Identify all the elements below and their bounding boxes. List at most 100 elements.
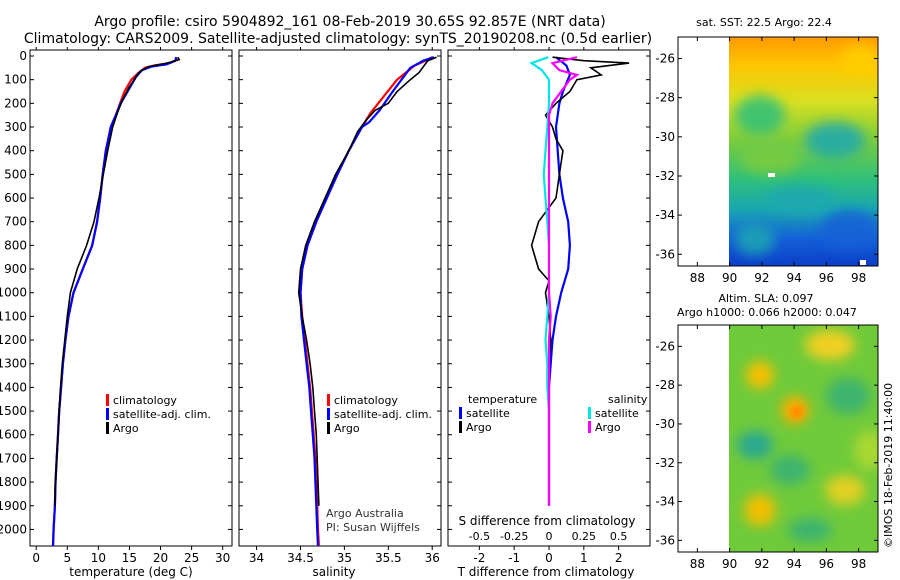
map-x-tick-label: 88	[690, 271, 705, 285]
map-y-tick-label: -32	[655, 169, 675, 183]
legend-swatch-climatology	[327, 394, 330, 406]
map-x-tick-label: 94	[786, 557, 801, 571]
series-line-climatology	[299, 56, 433, 547]
depth-tick-label: 500	[4, 167, 27, 181]
x-tick-label: 15	[122, 551, 137, 565]
s-diff-tick-label: 0.5	[610, 530, 628, 543]
sst-map-frame	[677, 36, 879, 267]
map-y-tick-label: -36	[655, 247, 675, 261]
x-tick-label: 36	[425, 551, 440, 565]
depth-tick-label: 900	[4, 262, 27, 276]
legend-label-satellite: satellite-adj. clim.	[113, 408, 211, 421]
salinity-legend: climatology satellite-adj. clim. Argo	[327, 394, 432, 435]
legend-label-climatology: climatology	[113, 394, 177, 407]
s-diff-tick-label: 0.25	[572, 530, 597, 543]
sla-map-image	[729, 325, 878, 552]
map-y-tick-label: -28	[655, 378, 675, 392]
series-line-t-satellite	[547, 56, 572, 506]
map-y-tick-label: -32	[655, 456, 675, 470]
difference-series	[529, 56, 630, 506]
x-tick-label: 0	[545, 551, 553, 565]
legend-swatch-argo	[327, 422, 330, 434]
depth-tick-label: 600	[4, 191, 27, 205]
depth-tick-label: 0	[19, 49, 27, 63]
map-y-tick-label: -34	[655, 208, 675, 222]
legend-title-salinity: salinity	[608, 393, 648, 406]
map-y-tick-label: -30	[655, 417, 675, 431]
credit-line1: Argo Australia	[326, 507, 404, 520]
legend-label-argo: Argo	[334, 422, 360, 435]
temperature-axis-label: temperature (deg C)	[69, 565, 192, 579]
map-x-tick-label: 94	[786, 271, 801, 285]
s-diff-tick-label: -0.25	[500, 530, 528, 543]
legend-swatch-t-argo	[459, 421, 462, 433]
sst-map-image	[729, 37, 878, 266]
s-difference-axis-label: S difference from climatology	[459, 514, 636, 528]
x-tick-label: -1	[508, 551, 520, 565]
map-x-tick-label: 96	[819, 271, 834, 285]
legend-swatch-s-satellite	[588, 407, 591, 419]
x-tick-label: 25	[184, 551, 199, 565]
depth-tick-label: 1100	[0, 309, 27, 323]
map-y-tick-label: -26	[655, 52, 675, 66]
legend-label-s-argo: Argo	[595, 421, 621, 434]
sla-map-frame	[677, 324, 879, 553]
legend-label-t-satellite: satellite	[466, 407, 510, 420]
legend-swatch-argo	[106, 422, 109, 434]
map-y-tick-label: -30	[655, 130, 675, 144]
sla-map-axes: 88 90 92 94 96 98 -26 -28 -30 -32 -34 -36	[655, 325, 878, 571]
difference-legend-temperature: temperature satellite Argo	[459, 393, 537, 434]
map-x-tick-label: 96	[819, 557, 834, 571]
credit-line2: PI: Susan Wijffels	[326, 521, 420, 534]
depth-tick-label: 700	[4, 215, 27, 229]
depth-tick-label: 400	[4, 144, 27, 158]
x-tick-label: -2	[473, 551, 485, 565]
depth-tick-label: 1300	[0, 357, 27, 371]
map-x-tick-label: 90	[722, 271, 737, 285]
depth-tick-label: 1400	[0, 380, 27, 394]
map-y-tick-label: -28	[655, 91, 675, 105]
legend-swatch-satellite	[106, 408, 109, 420]
salinity-panel-frame	[238, 49, 442, 547]
series-line-satellite-adj-clim-	[299, 56, 435, 547]
legend-label-t-argo: Argo	[466, 421, 492, 434]
legend-swatch-s-argo	[588, 421, 591, 433]
x-tick-label: 5	[63, 551, 71, 565]
legend-title-temperature: temperature	[468, 393, 537, 406]
depth-tick-label: 300	[4, 120, 27, 134]
x-tick-label: 20	[153, 551, 168, 565]
x-tick-label: 10	[91, 551, 106, 565]
map-x-tick-label: 98	[851, 557, 866, 571]
legend-swatch-satellite	[327, 408, 330, 420]
x-axes: 0 5 10 15 20 25 30 34 34.5 35 35.5 36 -2 -1 0 1 2 -0.5 -0.…	[30, 47, 650, 565]
difference-legend-salinity: salinity satellite Argo	[588, 393, 648, 434]
temperature-panel-frame	[29, 49, 233, 547]
series-line-s-satellite	[529, 56, 551, 506]
figure-title-line1: Argo profile: csiro 5904892_161 08-Feb-2…	[94, 14, 605, 30]
sla-map-subtitle: Argo h1000: 0.066 h2000: 0.047	[677, 306, 857, 319]
depth-tick-label: 1200	[0, 333, 27, 347]
map-y-tick-label: -36	[655, 533, 675, 547]
x-tick-label: 0	[32, 551, 40, 565]
x-tick-label: 35	[337, 551, 352, 565]
series-line-argo	[297, 56, 437, 506]
depth-tick-label: 800	[4, 238, 27, 252]
x-tick-label: 2	[615, 551, 623, 565]
s-diff-tick-label: -0.5	[469, 530, 490, 543]
depth-tick-label: 1600	[0, 428, 27, 442]
depth-tick-label: 1000	[0, 286, 27, 300]
series-line-satellite-adj-clim-	[51, 56, 178, 547]
x-tick-label: 34.5	[287, 551, 314, 565]
temperature-legend: climatology satellite-adj. clim. Argo	[106, 394, 211, 435]
x-tick-label: 1	[580, 551, 588, 565]
depth-tick-label: 1500	[0, 404, 27, 418]
x-tick-label: 34	[249, 551, 264, 565]
depth-tick-label: 1700	[0, 451, 27, 465]
series-line-s-argo	[547, 56, 580, 506]
temperature-series	[51, 56, 181, 547]
sla-map-title: Altim. SLA: 0.097	[718, 292, 813, 305]
map-x-tick-label: 92	[754, 271, 769, 285]
s-diff-tick-label: 0	[546, 530, 553, 543]
x-tick-label: 30	[215, 551, 230, 565]
